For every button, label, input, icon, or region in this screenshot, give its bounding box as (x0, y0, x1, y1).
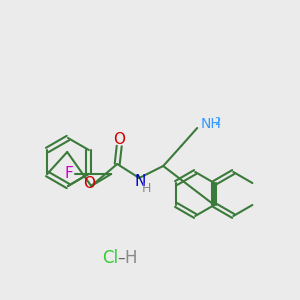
Text: Cl: Cl (102, 249, 118, 267)
Text: O: O (83, 176, 95, 190)
Text: 2: 2 (214, 117, 220, 127)
Text: –: – (117, 250, 125, 266)
Text: NH: NH (200, 117, 221, 131)
Text: H: H (125, 249, 137, 267)
Text: F: F (64, 167, 73, 182)
Text: H: H (142, 182, 151, 194)
Text: N: N (134, 173, 146, 188)
Text: O: O (113, 131, 125, 146)
